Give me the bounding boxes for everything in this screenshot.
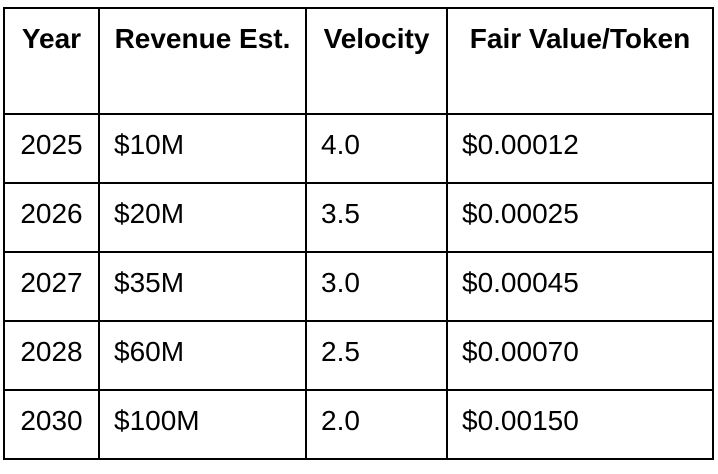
cell-velocity: 2.0 xyxy=(305,389,448,460)
token-valuation-table: Year Revenue Est. Velocity Fair Value/To… xyxy=(3,7,714,460)
cell-fair-value-token: $0.00025 xyxy=(446,182,714,253)
cell-revenue-est: $60M xyxy=(98,320,307,391)
cell-velocity: 4.0 xyxy=(305,113,448,184)
cell-year: 2028 xyxy=(3,320,100,391)
cell-velocity: 3.0 xyxy=(305,251,448,322)
table-header: Year Revenue Est. Velocity Fair Value/To… xyxy=(3,7,714,115)
table-row: 2025 $10M 4.0 $0.00012 xyxy=(3,113,714,184)
cell-revenue-est: $100M xyxy=(98,389,307,460)
table-row: 2027 $35M 3.0 $0.00045 xyxy=(3,251,714,322)
cell-fair-value-token: $0.00012 xyxy=(446,113,714,184)
column-header-fair-value-token: Fair Value/Token xyxy=(446,7,714,115)
cell-year: 2027 xyxy=(3,251,100,322)
column-header-revenue-est: Revenue Est. xyxy=(98,7,307,115)
cell-fair-value-token: $0.00070 xyxy=(446,320,714,391)
table-row: 2026 $20M 3.5 $0.00025 xyxy=(3,182,714,253)
cell-revenue-est: $35M xyxy=(98,251,307,322)
cell-velocity: 2.5 xyxy=(305,320,448,391)
column-header-year: Year xyxy=(3,7,100,115)
header-row: Year Revenue Est. Velocity Fair Value/To… xyxy=(3,7,714,115)
cell-year: 2030 xyxy=(3,389,100,460)
column-header-velocity: Velocity xyxy=(305,7,448,115)
cell-revenue-est: $10M xyxy=(98,113,307,184)
cell-revenue-est: $20M xyxy=(98,182,307,253)
cell-year: 2025 xyxy=(3,113,100,184)
cell-year: 2026 xyxy=(3,182,100,253)
table-row: 2028 $60M 2.5 $0.00070 xyxy=(3,320,714,391)
cell-fair-value-token: $0.00150 xyxy=(446,389,714,460)
table-body: 2025 $10M 4.0 $0.00012 2026 $20M 3.5 $0.… xyxy=(3,113,714,460)
table-row: 2030 $100M 2.0 $0.00150 xyxy=(3,389,714,460)
cell-velocity: 3.5 xyxy=(305,182,448,253)
cell-fair-value-token: $0.00045 xyxy=(446,251,714,322)
